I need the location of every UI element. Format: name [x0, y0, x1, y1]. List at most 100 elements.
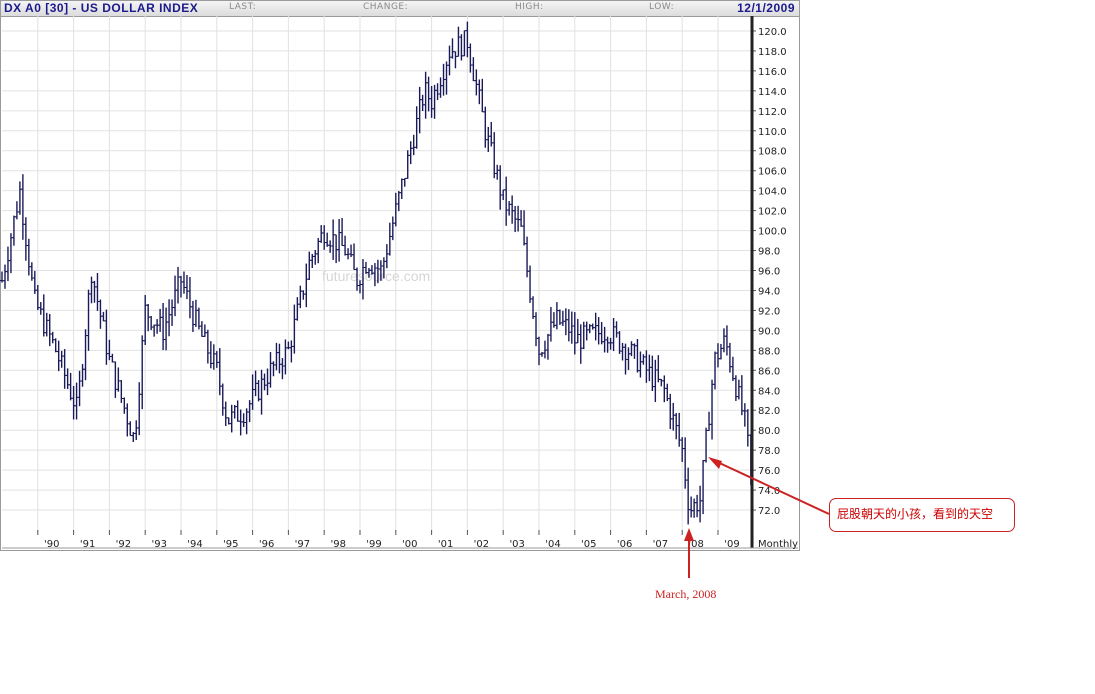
grid-layer — [2, 16, 752, 533]
ohlc-bar — [89, 276, 94, 304]
ohlc-bar — [474, 69, 479, 96]
ohlc-bar — [259, 369, 264, 415]
ohlc-bar — [26, 238, 31, 276]
ohlc-bar — [545, 333, 550, 360]
ohlc-bar — [736, 379, 741, 400]
ohlc-bar — [542, 340, 547, 359]
ohlc-bar — [352, 243, 357, 270]
ohlc-bar — [223, 401, 228, 427]
x-tick-label: '07 — [653, 539, 668, 550]
ohlc-bar — [319, 225, 324, 243]
ohlc-bar — [483, 106, 488, 148]
ohlc-bar — [698, 485, 703, 523]
ohlc-bar — [211, 344, 216, 370]
ohlc-bar — [190, 300, 195, 332]
ohlc-bar — [715, 343, 720, 368]
ohlc-bar — [528, 265, 533, 303]
ohlc-bar — [283, 339, 288, 375]
ohlc-bar — [292, 304, 297, 354]
ohlc-bar — [444, 61, 449, 95]
ohlc-bar — [569, 311, 574, 344]
x-tick-label: '00 — [402, 539, 417, 550]
march-2008-label: March, 2008 — [655, 587, 717, 601]
ohlc-bar — [307, 251, 312, 281]
ohlc-bar — [590, 323, 595, 330]
ohlc-bar — [492, 132, 497, 179]
y-tick-label: 74.0 — [758, 486, 780, 497]
x-tick-label: '92 — [116, 539, 131, 550]
ohlc-bar — [641, 354, 646, 365]
ohlc-bar — [459, 34, 464, 61]
ohlc-bar — [548, 307, 553, 342]
ohlc-bar — [116, 367, 121, 392]
x-tick-label: '99 — [366, 539, 381, 550]
ohlc-bar — [56, 340, 61, 372]
ohlc-bar — [44, 312, 49, 337]
ohlc-bar — [95, 272, 100, 311]
ohlc-bar — [417, 86, 422, 134]
ohlc-bar — [704, 427, 709, 463]
x-tick-label: '02 — [474, 539, 489, 550]
ohlc-bar — [295, 297, 300, 321]
ohlc-bar — [411, 134, 416, 156]
x-tick-label: '96 — [259, 539, 274, 550]
ohlc-bar — [334, 234, 339, 264]
ohlc-bar — [745, 409, 750, 447]
ohlc-bar — [322, 225, 327, 250]
ohlc-bar — [110, 353, 115, 363]
ohlc-bar — [343, 235, 348, 256]
ohlc-bar — [274, 342, 279, 371]
ohlc-bar — [405, 150, 410, 179]
y-tick-label: 102.0 — [758, 207, 787, 218]
ohlc-bar — [83, 329, 88, 381]
ohlc-bar — [98, 299, 103, 329]
ohlc-bar — [680, 437, 685, 462]
annotation-layer — [684, 457, 830, 578]
y-tick-label: 94.0 — [758, 286, 780, 297]
ohlc-bar — [101, 311, 106, 322]
y-tick-label: 90.0 — [758, 326, 780, 337]
ohlc-bar — [653, 359, 658, 403]
y-tick-label: 100.0 — [758, 227, 787, 238]
ohlc-bar — [71, 385, 76, 420]
ohlc-bar — [534, 312, 539, 347]
ohlc-bar — [608, 337, 613, 350]
ohlc-bar — [396, 191, 401, 212]
ohlc-bar — [414, 106, 419, 149]
ohlc-bar — [217, 348, 222, 396]
ohlc-bar — [554, 302, 559, 330]
y-tick-label: 98.0 — [758, 247, 780, 258]
chart-header: DX A0 [30] - US DOLLAR INDEX LAST: CHANG… — [1, 1, 799, 17]
ohlc-bar — [65, 368, 70, 390]
ohlc-bar — [125, 403, 130, 437]
ohlc-bar — [450, 38, 455, 59]
ohlc-bar — [504, 176, 509, 226]
ohlc-bar — [468, 43, 473, 73]
ohlc-bar — [8, 233, 13, 274]
ohlc-bar — [35, 284, 40, 311]
x-tick-label: '93 — [151, 539, 166, 550]
ohlc-bar — [92, 280, 97, 303]
ohlc-bar — [650, 355, 655, 391]
ohlc-bar — [575, 318, 580, 344]
ohlc-bar — [289, 340, 294, 363]
chart-title: DX A0 [30] - US DOLLAR INDEX — [4, 1, 199, 15]
y-tick-label: 84.0 — [758, 386, 780, 397]
ohlc-bar — [50, 331, 55, 344]
ohlc-bar — [23, 217, 28, 261]
ohlc-bar — [742, 403, 747, 427]
ohlc-bar — [730, 356, 735, 381]
ohlc-bar — [495, 164, 500, 180]
ohlc-bar — [501, 189, 506, 201]
ohlc-bar — [465, 21, 470, 58]
ohlc-bar — [727, 342, 732, 373]
x-tick-label: '06 — [617, 539, 632, 550]
ohlc-bar — [265, 368, 270, 396]
y-tick-label: 110.0 — [758, 127, 787, 138]
ohlc-bar — [510, 195, 515, 224]
ohlc-bar — [498, 165, 503, 210]
ohlc-bar — [692, 498, 697, 518]
x-tick-label: '03 — [509, 539, 524, 550]
ohlc-bar — [62, 349, 67, 389]
ohlc-bar — [384, 244, 389, 269]
